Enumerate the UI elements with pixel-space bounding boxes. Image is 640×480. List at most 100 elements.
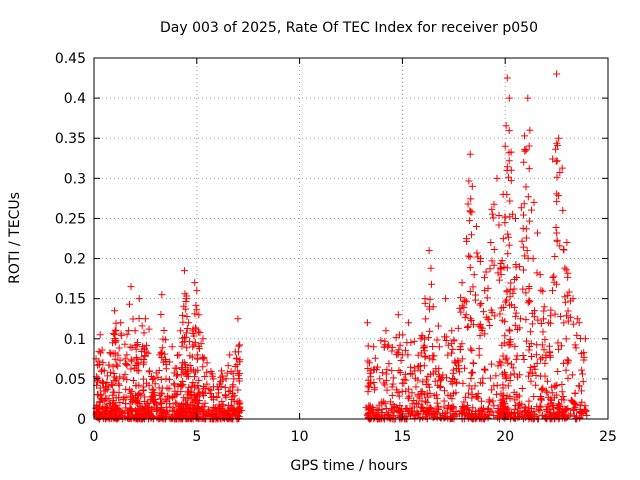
data-point-dense xyxy=(489,214,497,222)
data-point-dense xyxy=(528,352,536,360)
data-point-dense xyxy=(137,391,145,399)
data-point-dense xyxy=(524,193,532,201)
data-point-dense xyxy=(140,329,148,337)
data-point-dense xyxy=(197,340,205,348)
data-point-dense xyxy=(163,397,171,405)
data-point-dense xyxy=(549,155,557,163)
data-point-dense xyxy=(424,334,432,342)
data-point-dense xyxy=(157,405,165,413)
data-point-dense xyxy=(497,411,505,419)
data-point xyxy=(226,351,234,359)
data-point-dense xyxy=(186,352,194,360)
data-point-dense xyxy=(527,328,535,336)
data-point-dense xyxy=(191,310,199,318)
data-point-dense xyxy=(510,370,518,378)
data-point xyxy=(131,327,139,335)
data-point-dense xyxy=(458,340,466,348)
data-point-dense xyxy=(411,412,419,420)
y-tick-label: 0.45 xyxy=(55,51,86,67)
data-point-dense xyxy=(528,320,536,328)
data-point xyxy=(146,367,154,375)
data-point xyxy=(150,391,158,399)
data-point-dense xyxy=(143,341,151,349)
data-point-dense xyxy=(562,366,570,374)
data-point-dense xyxy=(235,342,243,350)
data-point-dense xyxy=(490,200,498,208)
data-point-dense xyxy=(200,392,208,400)
data-point xyxy=(370,343,378,351)
data-point-dense xyxy=(564,307,572,315)
data-point-dense xyxy=(399,331,407,339)
data-point-dense xyxy=(538,341,546,349)
data-point-dense xyxy=(156,411,164,419)
data-point-dense xyxy=(511,405,519,413)
data-point-dense xyxy=(183,344,191,352)
data-point xyxy=(104,383,112,391)
data-point-dense xyxy=(179,380,187,388)
data-point-dense xyxy=(467,195,475,203)
data-point-dense xyxy=(108,381,116,389)
data-point-dense xyxy=(365,383,373,391)
data-point-dense xyxy=(397,357,405,365)
data-point-dense xyxy=(126,343,134,351)
data-point xyxy=(168,343,176,351)
y-tick-label: 0.15 xyxy=(55,292,86,308)
data-point-dense xyxy=(488,386,496,394)
data-point-dense xyxy=(496,310,504,318)
data-point xyxy=(394,311,402,319)
data-point-dense xyxy=(560,319,568,327)
data-point-dense xyxy=(173,372,181,380)
data-point-dense xyxy=(179,338,187,346)
data-point-dense xyxy=(553,391,561,399)
data-point-dense xyxy=(571,389,579,397)
data-point-dense xyxy=(99,379,107,387)
data-point-dense xyxy=(433,336,441,344)
data-point-dense xyxy=(449,369,457,377)
data-point-dense xyxy=(412,399,420,407)
data-point-dense xyxy=(117,408,125,416)
data-point-dense xyxy=(193,355,201,363)
data-point-dense xyxy=(205,408,213,416)
data-point-dense xyxy=(130,413,138,421)
data-point-dense xyxy=(469,360,477,368)
data-point-dense xyxy=(219,376,227,384)
data-point-dense xyxy=(572,344,580,352)
x-tick-label: 10 xyxy=(291,429,309,445)
data-point-dense xyxy=(520,200,528,208)
data-point xyxy=(458,279,466,287)
data-point-dense xyxy=(425,354,433,362)
data-point-dense xyxy=(470,271,478,279)
data-point-dense xyxy=(460,364,468,372)
data-point-dense xyxy=(421,352,429,360)
data-point-dense xyxy=(366,380,374,388)
data-point-dense xyxy=(467,410,475,418)
data-point-dense xyxy=(520,407,528,415)
data-point-dense xyxy=(223,414,231,422)
data-point-dense xyxy=(368,405,376,413)
data-point-dense xyxy=(123,330,131,338)
data-point xyxy=(135,295,143,303)
data-point-dense xyxy=(406,363,414,371)
data-point-dense xyxy=(424,393,432,401)
data-point-dense xyxy=(464,389,472,397)
data-point-dense xyxy=(567,410,575,418)
data-point-dense xyxy=(532,372,540,380)
data-point-dense xyxy=(364,365,372,373)
data-point-dense xyxy=(483,294,491,302)
data-point-dense xyxy=(112,319,120,327)
x-tick-label: 25 xyxy=(599,429,617,445)
data-point-dense xyxy=(460,405,468,413)
data-point-dense xyxy=(414,392,422,400)
data-point-dense xyxy=(194,328,202,336)
data-point xyxy=(559,206,567,214)
data-point xyxy=(191,279,199,287)
data-point xyxy=(487,239,495,247)
data-point-dense xyxy=(125,327,133,335)
data-point-dense xyxy=(530,393,538,401)
data-point-dense xyxy=(418,388,426,396)
data-point-dense xyxy=(112,361,120,369)
data-point-dense xyxy=(503,163,511,171)
data-point-dense xyxy=(173,390,181,398)
data-point xyxy=(516,263,524,271)
data-point-dense xyxy=(224,362,232,370)
